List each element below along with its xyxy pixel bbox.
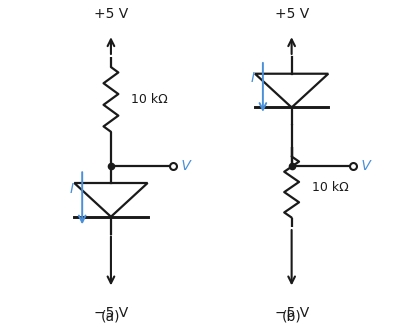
Text: (a): (a) (101, 309, 121, 324)
Text: I: I (70, 182, 74, 196)
Text: I: I (251, 71, 255, 85)
Text: +5 V: +5 V (274, 8, 309, 22)
Text: −5 V: −5 V (94, 306, 128, 320)
Text: V: V (177, 159, 191, 173)
Text: −5 V: −5 V (274, 306, 309, 320)
Text: 10 kΩ: 10 kΩ (312, 180, 349, 194)
Text: (b): (b) (282, 309, 302, 324)
Text: 10 kΩ: 10 kΩ (132, 93, 168, 106)
Text: +5 V: +5 V (94, 8, 128, 22)
Text: V: V (357, 159, 371, 173)
